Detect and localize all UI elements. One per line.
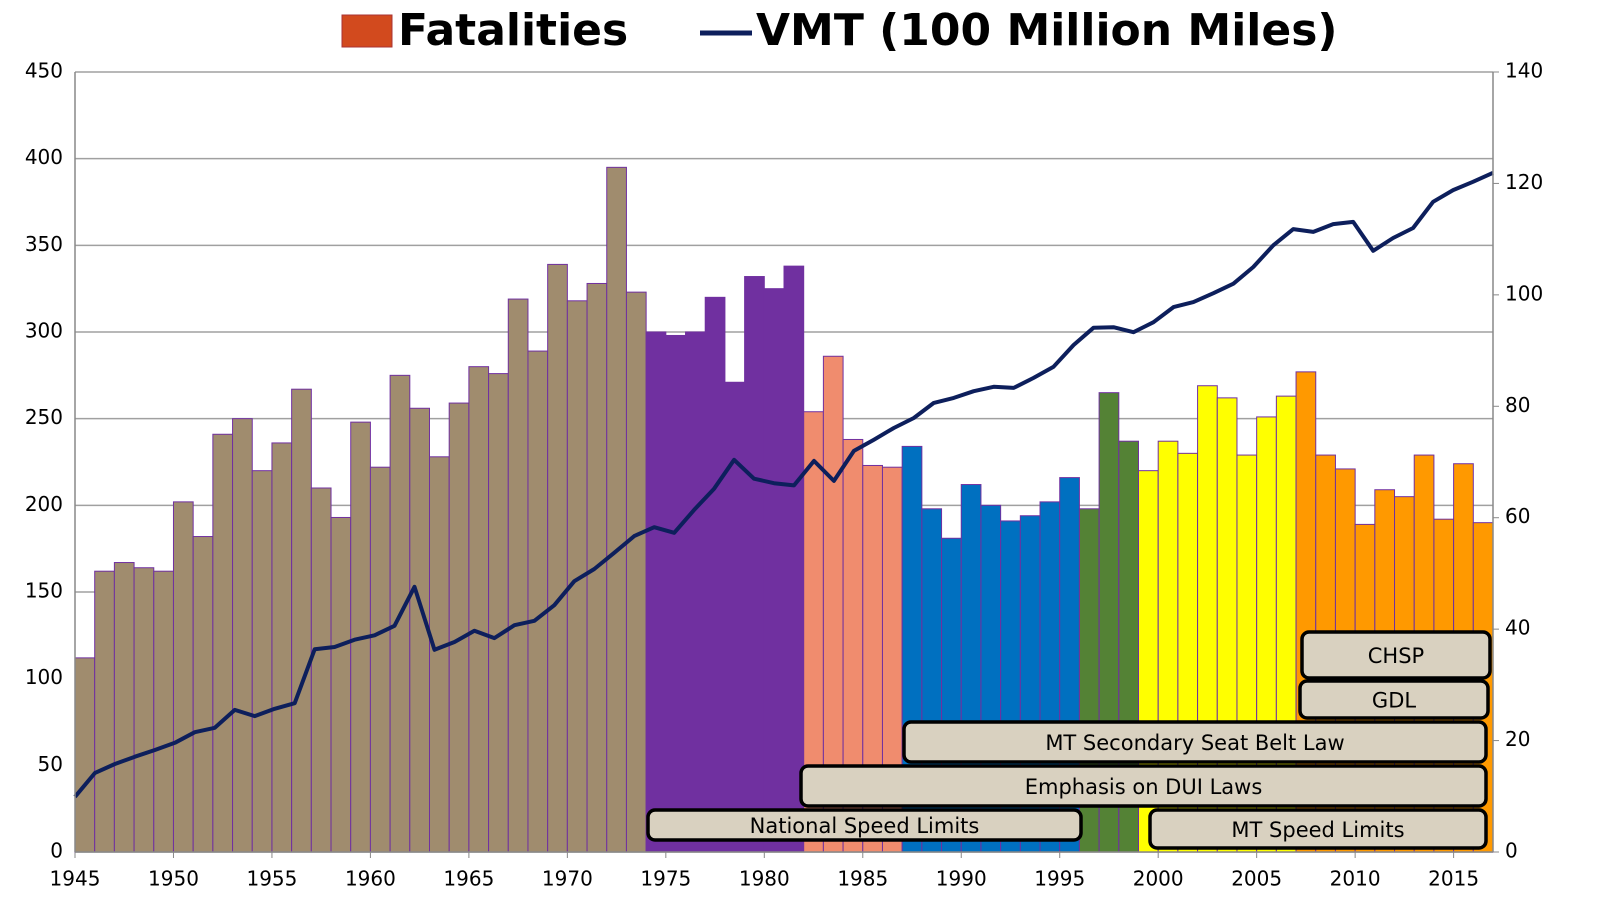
x-tick-label: 2005 <box>1231 867 1282 891</box>
bar <box>468 366 490 853</box>
bar <box>645 331 667 853</box>
x-tick-label: 1975 <box>640 867 691 891</box>
annotation-box <box>1300 630 1492 680</box>
y-tick-label: 250 <box>25 405 63 429</box>
bar <box>212 433 234 853</box>
x-tick-label: 1950 <box>148 867 199 891</box>
bar <box>783 265 805 853</box>
bar <box>271 442 293 853</box>
annotation-label: GDL <box>1372 689 1416 713</box>
y2-tick-label: 0 <box>1505 839 1518 863</box>
bar <box>488 373 509 853</box>
bar <box>704 296 726 853</box>
x-tick-label: 1945 <box>50 867 101 891</box>
bar <box>625 291 647 853</box>
bar <box>369 466 391 853</box>
bar <box>665 334 687 853</box>
bar <box>291 388 312 853</box>
y-tick-label: 150 <box>25 579 63 603</box>
bar <box>507 298 529 853</box>
y-tick-label: 350 <box>25 232 63 256</box>
x-tick-label: 1970 <box>542 867 593 891</box>
y-tick-label: 50 <box>38 752 63 776</box>
bar <box>251 470 273 853</box>
x-tick-label: 2000 <box>1133 867 1184 891</box>
bar <box>724 381 746 853</box>
bar <box>172 501 194 853</box>
x-tick-label: 1980 <box>739 867 790 891</box>
y2-tick-label: 120 <box>1505 170 1543 194</box>
y2-tick-label: 140 <box>1505 59 1543 83</box>
bar <box>74 657 96 853</box>
x-tick-label: 2010 <box>1330 867 1381 891</box>
bar <box>547 263 568 853</box>
annotation-label: CHSP <box>1368 644 1424 668</box>
y2-tick-label: 60 <box>1505 504 1530 528</box>
bar <box>113 562 135 853</box>
annotation-box <box>1298 679 1490 720</box>
y-tick-label: 0 <box>50 839 63 863</box>
bar <box>744 276 765 853</box>
y2-tick-label: 100 <box>1505 281 1543 305</box>
bar <box>763 288 785 853</box>
bar <box>192 536 214 853</box>
annotation-box <box>799 764 1488 808</box>
legend-swatch <box>341 14 393 48</box>
x-tick-label: 1985 <box>837 867 888 891</box>
annotation-box <box>1148 808 1488 850</box>
bar <box>133 567 155 853</box>
bar <box>310 487 332 853</box>
bar <box>685 331 706 853</box>
x-tick-label: 1955 <box>246 867 297 891</box>
annotation-label: Emphasis on DUI Laws <box>1025 775 1263 799</box>
y-tick-label: 200 <box>25 492 63 516</box>
x-tick-label: 2015 <box>1428 867 1479 891</box>
x-tick-label: 1965 <box>443 867 494 891</box>
annotation-label: MT Speed Limits <box>1231 818 1404 842</box>
legend-label: VMT (100 Million Miles) <box>756 5 1338 56</box>
bar <box>232 418 253 853</box>
vmt-line <box>73 170 1494 799</box>
bar <box>94 570 115 853</box>
annotation-label: MT Secondary Seat Belt Law <box>1045 731 1344 755</box>
bar <box>606 166 627 853</box>
bar <box>448 402 470 853</box>
bar <box>330 516 352 853</box>
y-tick-label: 450 <box>25 59 63 83</box>
y2-tick-label: 20 <box>1505 727 1530 751</box>
y-tick-label: 100 <box>25 665 63 689</box>
bar <box>429 456 450 853</box>
bar <box>153 570 174 853</box>
annotation-box <box>646 808 1083 842</box>
bar <box>527 350 549 853</box>
x-tick-label: 1990 <box>936 867 987 891</box>
annotation-label: National Speed Limits <box>750 814 980 838</box>
y-tick-label: 300 <box>25 319 63 343</box>
annotation-box <box>902 720 1488 764</box>
x-tick-label: 1960 <box>345 867 396 891</box>
legend-label: Fatalities <box>398 5 628 56</box>
y2-tick-label: 80 <box>1505 393 1530 417</box>
y2-tick-label: 40 <box>1505 616 1530 640</box>
x-tick-label: 1995 <box>1034 867 1085 891</box>
y-tick-label: 400 <box>25 145 63 169</box>
